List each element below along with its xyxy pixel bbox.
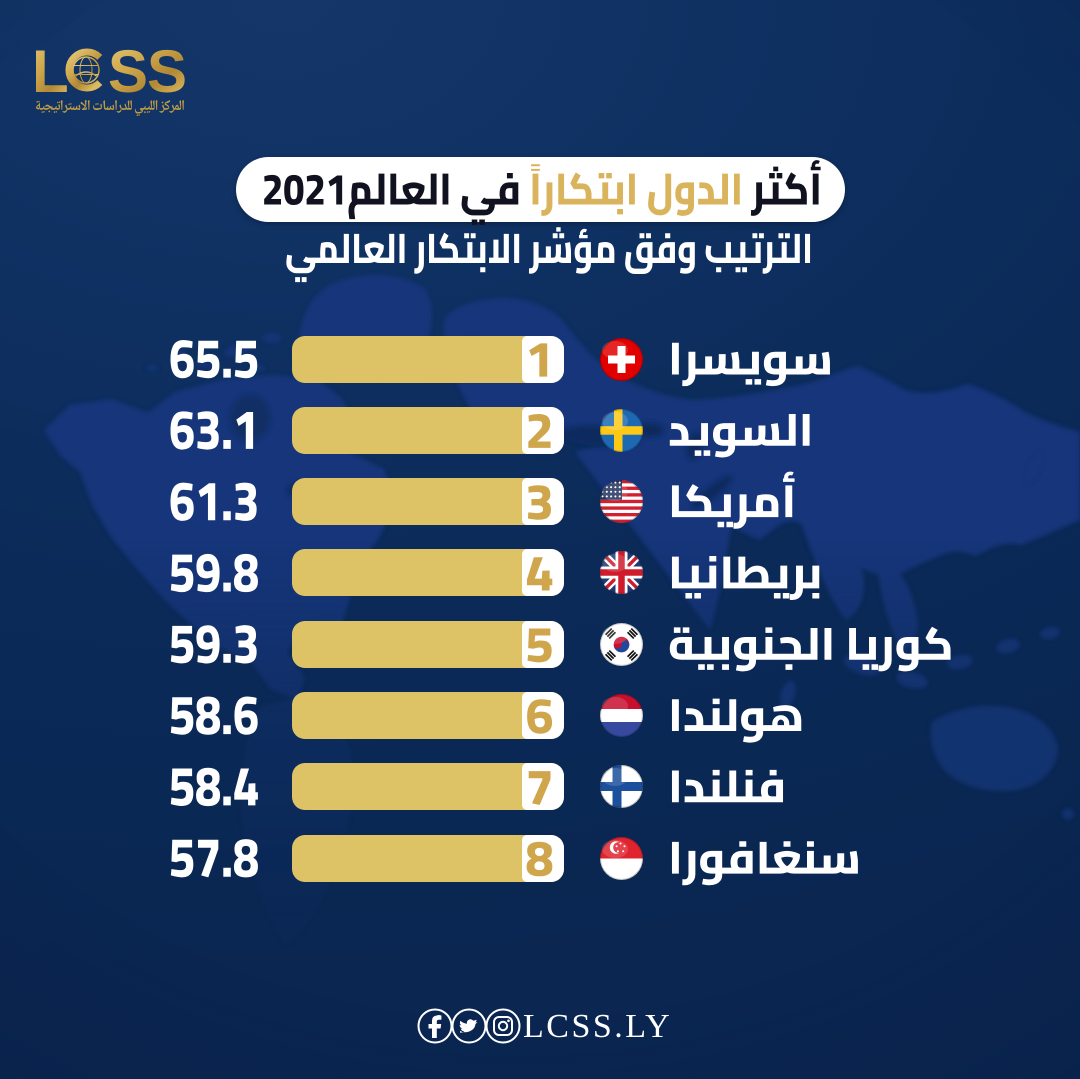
svg-text:L: L [35, 40, 69, 105]
svg-text:LCSS.LY: LCSS.LY [523, 1008, 672, 1045]
svg-text:SS: SS [108, 40, 186, 105]
